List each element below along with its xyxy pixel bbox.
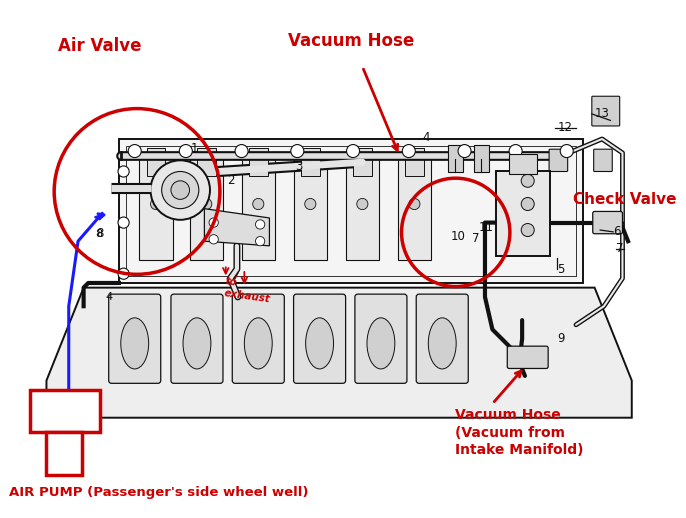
Text: 5: 5 <box>558 263 565 276</box>
Text: 10: 10 <box>451 230 466 243</box>
Text: 6: 6 <box>613 225 621 238</box>
FancyBboxPatch shape <box>509 154 537 174</box>
FancyBboxPatch shape <box>119 139 584 283</box>
Circle shape <box>509 145 522 157</box>
Circle shape <box>521 224 534 237</box>
Text: 3: 3 <box>296 161 303 174</box>
Text: 13: 13 <box>595 107 609 120</box>
Circle shape <box>458 145 471 157</box>
Circle shape <box>128 145 141 157</box>
Ellipse shape <box>121 318 149 369</box>
FancyBboxPatch shape <box>139 157 173 260</box>
Text: Check Valve: Check Valve <box>573 192 676 207</box>
Ellipse shape <box>306 318 333 369</box>
Text: 7: 7 <box>472 232 480 245</box>
Text: 4: 4 <box>105 292 112 302</box>
FancyBboxPatch shape <box>233 294 284 383</box>
Circle shape <box>118 268 129 279</box>
FancyBboxPatch shape <box>549 149 567 171</box>
FancyBboxPatch shape <box>147 148 165 176</box>
FancyBboxPatch shape <box>405 148 424 176</box>
FancyBboxPatch shape <box>189 157 223 260</box>
FancyBboxPatch shape <box>241 157 275 260</box>
Circle shape <box>560 145 573 157</box>
FancyBboxPatch shape <box>416 294 469 383</box>
Circle shape <box>521 197 534 210</box>
FancyBboxPatch shape <box>474 145 488 172</box>
Circle shape <box>162 171 199 209</box>
Circle shape <box>118 166 129 177</box>
FancyBboxPatch shape <box>355 294 407 383</box>
Text: AIR PUMP (Passenger's side wheel well): AIR PUMP (Passenger's side wheel well) <box>10 485 309 498</box>
Circle shape <box>291 145 304 157</box>
FancyBboxPatch shape <box>353 148 372 176</box>
Circle shape <box>255 237 265 246</box>
Circle shape <box>402 145 415 157</box>
Text: 4: 4 <box>423 131 430 143</box>
FancyBboxPatch shape <box>593 149 613 171</box>
Circle shape <box>255 220 265 229</box>
FancyBboxPatch shape <box>197 148 215 176</box>
Text: to
exhaust: to exhaust <box>223 277 272 305</box>
Text: 8: 8 <box>95 229 103 239</box>
Circle shape <box>150 161 210 220</box>
Circle shape <box>252 198 264 210</box>
FancyBboxPatch shape <box>593 211 622 234</box>
Circle shape <box>209 235 218 244</box>
Circle shape <box>118 217 129 228</box>
Text: Air Valve: Air Valve <box>58 37 141 55</box>
Ellipse shape <box>183 318 211 369</box>
Circle shape <box>305 198 316 210</box>
Circle shape <box>409 198 420 210</box>
Circle shape <box>521 174 534 188</box>
Circle shape <box>235 145 248 157</box>
Text: 11: 11 <box>478 221 493 234</box>
Ellipse shape <box>367 318 395 369</box>
Ellipse shape <box>244 318 272 369</box>
Text: Vacuum Hose: Vacuum Hose <box>288 33 414 50</box>
Text: 12: 12 <box>558 121 572 134</box>
Ellipse shape <box>428 318 456 369</box>
Text: 7: 7 <box>616 242 624 255</box>
FancyBboxPatch shape <box>249 148 268 176</box>
Text: 2: 2 <box>228 174 235 188</box>
FancyBboxPatch shape <box>592 96 619 126</box>
Text: Vacuum Hose
(Vacuum from
Intake Manifold): Vacuum Hose (Vacuum from Intake Manifold… <box>456 408 584 457</box>
Text: 1: 1 <box>191 142 198 155</box>
Polygon shape <box>47 287 632 418</box>
Bar <box>29 390 100 431</box>
FancyBboxPatch shape <box>346 157 379 260</box>
FancyBboxPatch shape <box>294 157 327 260</box>
Circle shape <box>357 198 368 210</box>
Text: 8: 8 <box>97 227 104 240</box>
Bar <box>47 431 82 476</box>
Circle shape <box>209 218 218 227</box>
FancyBboxPatch shape <box>507 346 548 368</box>
Text: 9: 9 <box>558 332 565 345</box>
FancyBboxPatch shape <box>496 170 550 256</box>
Polygon shape <box>204 209 270 246</box>
Circle shape <box>150 198 162 210</box>
Circle shape <box>201 198 212 210</box>
Circle shape <box>179 145 192 157</box>
Circle shape <box>171 181 189 199</box>
FancyBboxPatch shape <box>294 294 346 383</box>
FancyBboxPatch shape <box>171 294 223 383</box>
FancyBboxPatch shape <box>398 157 431 260</box>
FancyBboxPatch shape <box>301 148 320 176</box>
Circle shape <box>346 145 359 157</box>
FancyBboxPatch shape <box>448 145 462 172</box>
FancyBboxPatch shape <box>108 294 161 383</box>
